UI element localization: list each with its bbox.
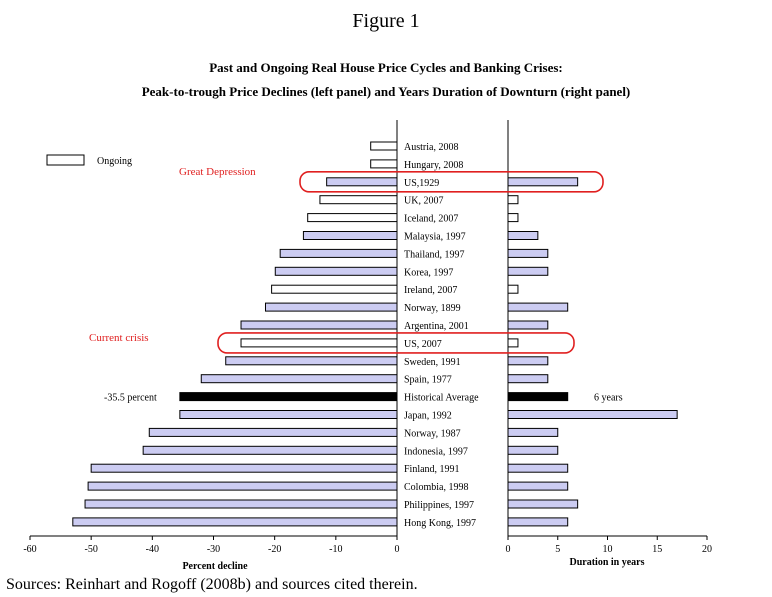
- bar-decline-indonesia-1997: [142, 445, 398, 455]
- bar-duration-sweden-1991: [507, 356, 549, 366]
- left-tick-label: -10: [329, 544, 342, 555]
- bar-decline-argentina-2001: [240, 320, 398, 330]
- bar-duration-argentina-2001: [507, 320, 549, 330]
- right-tick-label: 20: [702, 544, 712, 555]
- bar-decline-norway-1987: [148, 427, 398, 437]
- category-label: Finland, 1991: [404, 464, 460, 475]
- bar-duration-spain-1977: [507, 374, 549, 384]
- category-label: US,1929: [404, 178, 439, 189]
- category-label: Austria, 2008: [404, 142, 458, 153]
- category-label: Philippines, 1997: [404, 500, 474, 511]
- sources-note: Sources: Reinhart and Rogoff (2008b) and…: [6, 576, 418, 593]
- country-labels: Austria, 2008 Hungary, 2008 US,1929 UK, 200…: [104, 142, 623, 529]
- bar-duration-us-2007: [507, 338, 519, 348]
- left-tick-label: -40: [146, 544, 159, 555]
- bar-decline-philippines-1997: [84, 499, 398, 509]
- category-label: US, 2007: [404, 339, 442, 350]
- bar-duration-us-1929: [507, 177, 579, 187]
- bar-duration-colombia-1998: [507, 481, 569, 491]
- bar-decline-thailand-1997: [279, 248, 398, 258]
- chart-title-line2: Peak-to-trough Price Declines (left pane…: [141, 84, 631, 99]
- bar-duration-malaysia-1997: [507, 231, 539, 240]
- avg-decline-annotation: -35.5 percent: [104, 393, 157, 404]
- bar-decline-hungary-2008: [370, 159, 398, 169]
- bar-decline-malaysia-1997: [302, 231, 398, 240]
- bar-decline-korea-1997: [274, 266, 398, 276]
- figure-label: Figure 1: [352, 10, 420, 32]
- category-label: Sweden, 1991: [404, 357, 461, 368]
- category-label: Colombia, 1998: [404, 482, 468, 493]
- category-label: Ireland, 2007: [404, 285, 457, 296]
- left-x-axis-label: Percent decline: [182, 561, 248, 572]
- category-label: Korea, 1997: [404, 267, 453, 278]
- bar-decline-spain-1977: [200, 374, 398, 384]
- bar-decline-uk-2007: [319, 195, 398, 205]
- category-label: Iceland, 2007: [404, 214, 458, 225]
- category-label: Malaysia, 1997: [404, 232, 466, 243]
- bar-decline-iceland-2007: [307, 213, 398, 223]
- category-label: Norway, 1987: [404, 428, 461, 439]
- highlight-us-1929: [299, 171, 604, 193]
- bar-decline-us-2007: [240, 338, 398, 348]
- category-label: Hungary, 2008: [404, 160, 463, 171]
- bar-duration-indonesia-1997: [507, 445, 559, 455]
- avg-duration-annotation: 6 years: [594, 393, 623, 404]
- right-tick-label: 5: [555, 544, 560, 555]
- current-crisis-annotation: Current crisis: [89, 332, 149, 344]
- bar-decline-japan-1992: [179, 410, 398, 419]
- right-x-axis-label: Duration in years: [570, 557, 645, 568]
- bar-duration-thailand-1997: [507, 248, 549, 258]
- category-label: Hong Kong, 1997: [404, 518, 476, 529]
- right-tick-label: 15: [652, 544, 662, 555]
- legend-ongoing-swatch: [46, 154, 85, 166]
- category-label: Japan, 1992: [404, 411, 452, 422]
- bar-decline-austria-2008: [370, 141, 398, 151]
- legend: Ongoing: [46, 154, 132, 167]
- category-label: Spain, 1977: [404, 375, 452, 386]
- bar-decline-norway-1899: [264, 302, 398, 312]
- right-tick-label: 10: [603, 544, 613, 555]
- great-depression-annotation: Great Depression: [179, 166, 256, 178]
- bar-decline-us-1929: [326, 177, 398, 187]
- category-label: Historical Average: [404, 393, 479, 404]
- chart-title-line1: Past and Ongoing Real House Price Cycles…: [209, 60, 563, 75]
- bar-duration-japan-1992: [507, 410, 678, 419]
- category-label: Norway, 1899: [404, 303, 461, 314]
- left-panel-decline: -60 -50 -40 -30 -20 -10 0 Percent decline: [23, 120, 400, 572]
- highlight-us-2007: [217, 332, 575, 354]
- bar-decline-historical-average: [179, 392, 398, 402]
- bar-duration-ireland-2007: [507, 284, 519, 294]
- legend-ongoing-label: Ongoing: [97, 156, 132, 167]
- bar-decline-sweden-1991: [225, 356, 398, 366]
- left-tick-label: -30: [207, 544, 220, 555]
- bar-decline-finland-1991: [90, 463, 398, 473]
- category-label: Thailand, 1997: [404, 249, 465, 260]
- left-tick-label: -60: [23, 544, 36, 555]
- left-tick-label: -20: [268, 544, 281, 555]
- bar-duration-norway-1987: [507, 427, 559, 437]
- bar-decline-hong-kong-1997: [72, 517, 398, 527]
- highlight-overlays: Great Depression Current crisis: [89, 166, 604, 354]
- bar-duration-norway-1899: [507, 302, 569, 312]
- bar-duration-finland-1991: [507, 463, 569, 473]
- left-tick-label: 0: [395, 544, 400, 555]
- bar-decline-ireland-2007: [271, 284, 398, 294]
- bar-duration-historical-average: [507, 392, 569, 402]
- right-panel-duration: 0 5 10 15 20 Duration in years: [506, 120, 712, 568]
- bar-duration-uk-2007: [507, 195, 519, 205]
- bar-duration-philippines-1997: [507, 499, 579, 509]
- category-label: UK, 2007: [404, 196, 443, 207]
- bar-decline-colombia-1998: [87, 481, 398, 491]
- bar-duration-iceland-2007: [507, 213, 519, 223]
- bar-duration-hong-kong-1997: [507, 517, 569, 527]
- bar-duration-korea-1997: [507, 266, 549, 276]
- left-tick-label: -50: [84, 544, 97, 555]
- category-label: Argentina, 2001: [404, 321, 469, 332]
- category-label: Indonesia, 1997: [404, 446, 468, 457]
- right-tick-label: 0: [506, 544, 511, 555]
